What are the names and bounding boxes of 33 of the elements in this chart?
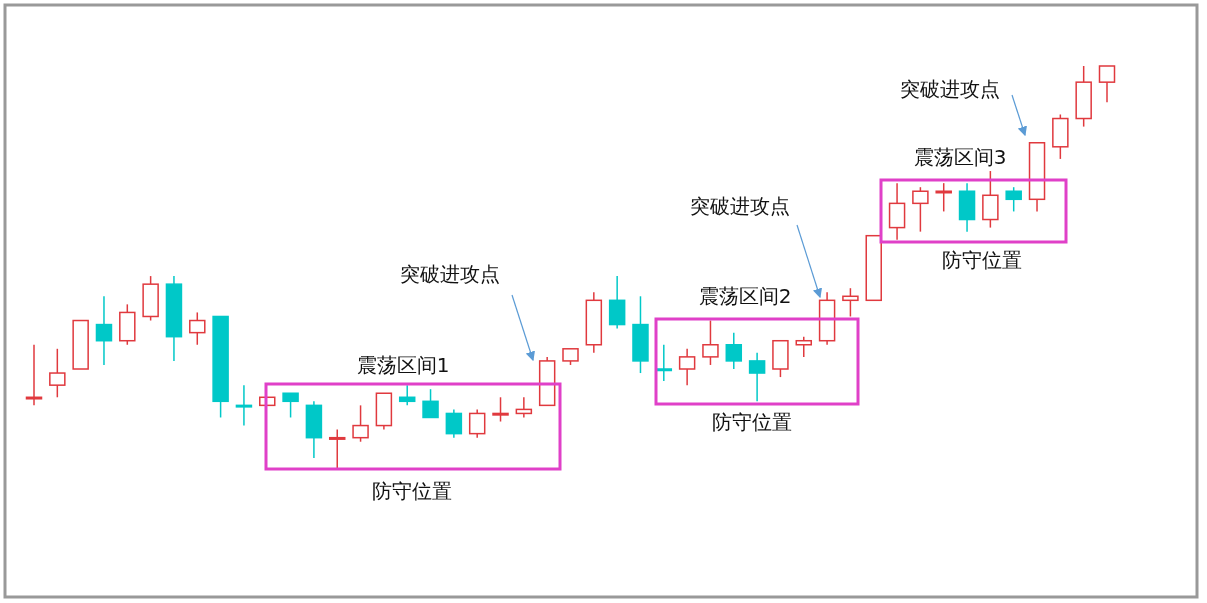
annotation: 防守位置 [942,247,1022,272]
candlestick [795,335,813,358]
candlestick [235,384,253,427]
annotation: 震荡区间1 [356,352,450,377]
candlestick [748,352,766,403]
annotation: 突破进攻点 [900,76,1000,101]
annotation: 防守位置 [712,409,792,434]
annotation: 震荡区间3 [913,144,1007,169]
candlestick [422,388,439,419]
candlestick [515,396,533,419]
candlestick [25,344,43,407]
candlestick [702,319,719,366]
candlestick [1005,186,1022,213]
annotation: 震荡区间2 [698,283,792,308]
candlestick [328,428,346,471]
candlestick [912,186,929,233]
candlestick [49,348,66,399]
candlestick [678,348,696,386]
candlestick [468,408,486,439]
candlestick [189,311,206,346]
candlestick [492,396,509,423]
candlestick [282,392,299,419]
annotation: 突破进攻点 [690,193,790,218]
candlestick [842,287,859,318]
candlestick [725,331,743,370]
candlestick [95,295,113,366]
candlestick [445,408,463,439]
candlestick [352,404,369,443]
annotation: 突破进攻点 [400,261,500,286]
candlestick [1098,65,1116,104]
candlestick [398,384,416,407]
text: 防守位置 [372,478,452,503]
candlestick [935,182,952,213]
